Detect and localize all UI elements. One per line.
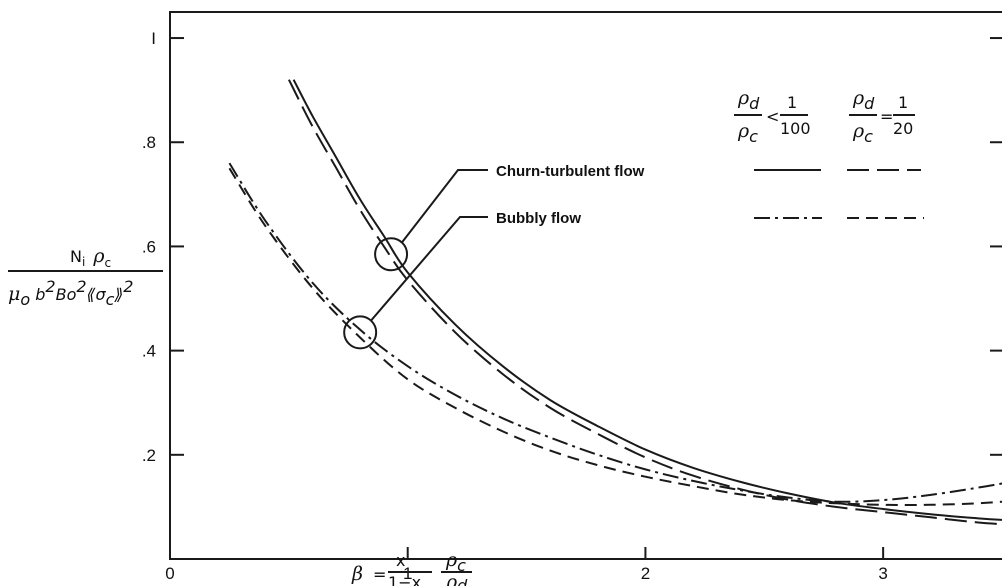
svg-text:=: =	[373, 565, 386, 584]
callouts	[344, 170, 488, 348]
y-tick-label: .8	[142, 133, 156, 152]
x-tick-label: 2	[641, 564, 650, 583]
svg-text:100: 100	[780, 119, 811, 138]
svg-text:x: x	[396, 551, 405, 570]
x-tick-label: 3	[878, 564, 887, 583]
series-dash-dot	[229, 163, 1002, 502]
svg-text:=: =	[880, 107, 893, 126]
callout-leader-bubbly	[371, 217, 488, 320]
series-layer	[229, 80, 1002, 524]
y-tick-label: .6	[142, 237, 156, 256]
legend-header-left: ρd ρc < 1 100	[734, 87, 811, 146]
svg-text:1−x: 1−x	[388, 573, 421, 586]
y-tick-label: .4	[142, 342, 156, 361]
svg-text:μo b2Bo2⟪σc⟫2: μo b2Bo2⟪σc⟫2	[8, 277, 133, 309]
legend-row-churn: Churn-turbulent flow	[496, 163, 645, 180]
svg-text:20: 20	[893, 119, 913, 138]
svg-text:ρd: ρd	[737, 87, 760, 113]
legend-row-bubbly: Bubbly flow	[496, 210, 581, 227]
svg-text:1: 1	[898, 93, 908, 112]
series-solid	[294, 80, 1002, 520]
y-axis-label: Ni ρc μo b2Bo2⟪σc⟫2	[8, 245, 163, 309]
legend: ρd ρc < 1 100 ρd ρc = 1 20 Churn-turbule…	[496, 87, 924, 227]
series-long-dash	[289, 80, 1002, 524]
svg-text:ρc: ρc	[737, 120, 758, 146]
svg-text:<: <	[766, 107, 779, 126]
x-tick-label: 0	[165, 564, 174, 583]
svg-text:ρd: ρd	[852, 87, 875, 113]
legend-header-right: ρd ρc = 1 20	[849, 87, 915, 146]
svg-text:β: β	[351, 563, 363, 585]
svg-text:1: 1	[787, 93, 797, 112]
callout-circle-bubbly	[344, 316, 376, 348]
y-tick-label: .2	[142, 446, 156, 465]
svg-text:ρc: ρc	[852, 120, 873, 146]
callout-circle-churn	[375, 238, 407, 270]
callout-leader-churn	[402, 170, 488, 242]
y-tick-label: I	[151, 29, 156, 48]
plot-frame	[170, 12, 1002, 559]
